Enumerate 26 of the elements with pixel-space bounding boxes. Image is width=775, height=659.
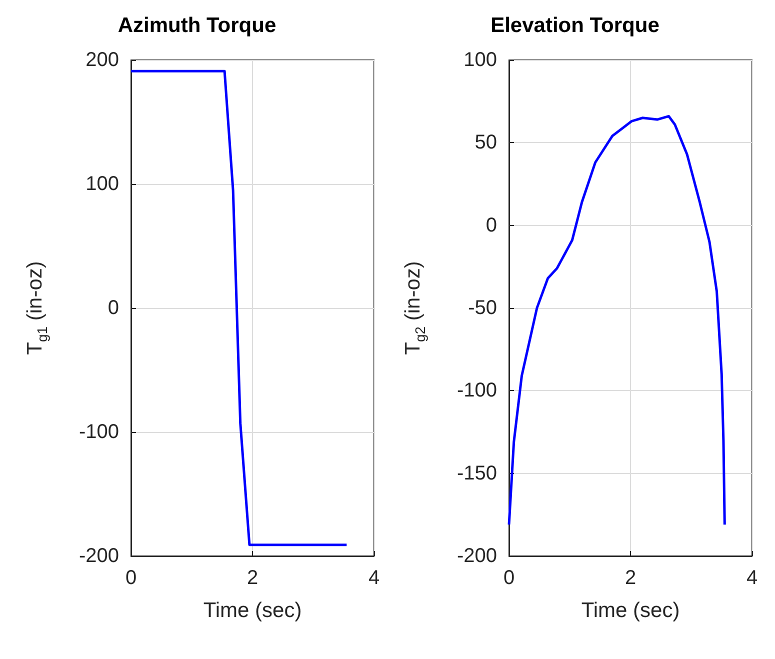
- y-tick-label: -200: [456, 545, 497, 567]
- line-series: [508, 114, 726, 526]
- x-tick-label: 4: [368, 567, 380, 589]
- x-tick-label: 2: [246, 567, 258, 589]
- y-tick-label: 100: [86, 173, 119, 195]
- y-tick-label: 200: [86, 49, 119, 71]
- y-tick-label: 50: [474, 132, 497, 154]
- x-tick-label: 0: [503, 567, 515, 589]
- y-tick-label: 0: [486, 214, 497, 236]
- chart-title: Elevation Torque: [490, 14, 660, 37]
- chart-title: Azimuth Torque: [118, 14, 276, 37]
- x-axis-title: Time (sec): [203, 599, 302, 622]
- line-series: [130, 70, 348, 546]
- x-tick-label: 2: [624, 567, 636, 589]
- y-tick-label: -100: [456, 380, 497, 402]
- x-axis-title: Time (sec): [581, 599, 680, 622]
- y-tick-label: 0: [108, 297, 119, 319]
- y-tick-label: -150: [456, 462, 497, 484]
- y-tick-label: 100: [464, 49, 497, 71]
- x-tick-label: 0: [125, 567, 137, 589]
- y-tick-label: -200: [78, 545, 119, 567]
- y-tick-label: -50: [468, 297, 497, 319]
- y-axis-title: Tg1 (in-oz): [24, 261, 50, 355]
- y-axis-title: Tg2 (in-oz): [402, 261, 428, 355]
- x-tick-label: 4: [746, 567, 758, 589]
- y-tick-label: -100: [78, 421, 119, 443]
